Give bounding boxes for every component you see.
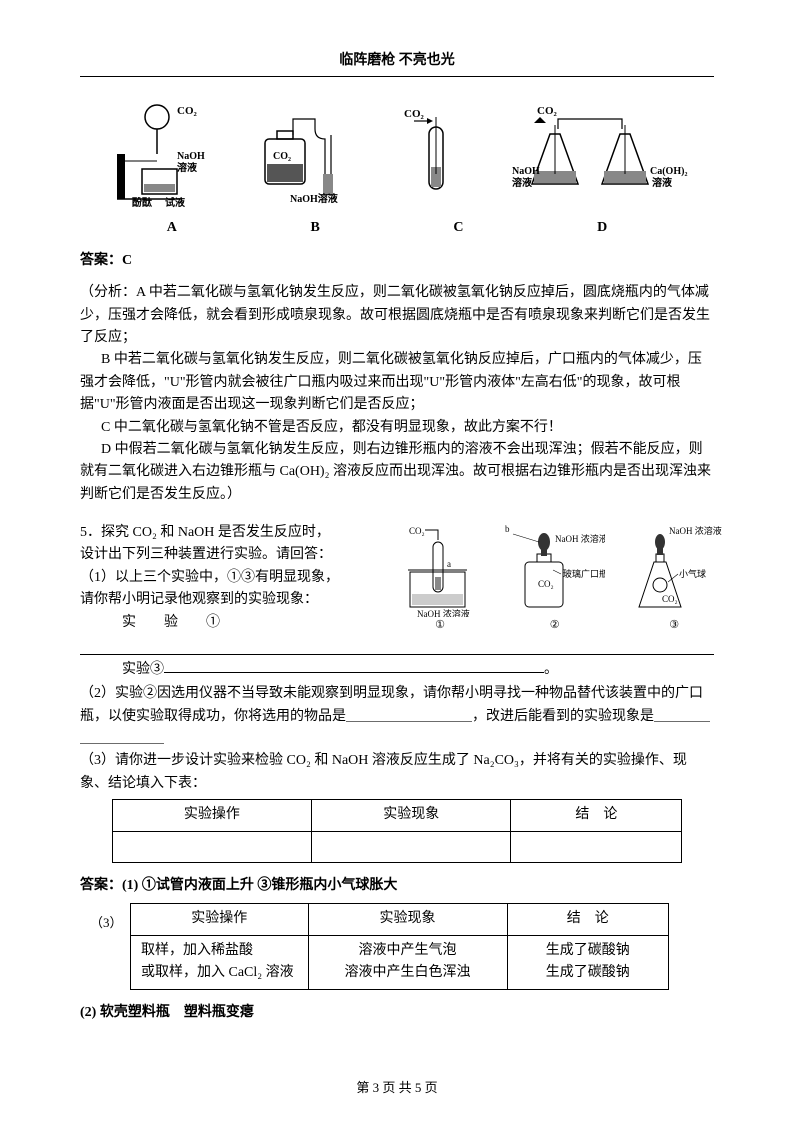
t3h3: 结 论 (507, 904, 668, 935)
exp3-blank[interactable] (164, 659, 544, 673)
svg-text:NaOH 浓溶液: NaOH 浓溶液 (555, 533, 605, 544)
q5-d2-num: ② (505, 617, 605, 635)
q5-diagrams: CO₂ a NaOH 浓溶液 ① CO₂ b NaOH 浓溶液 玻璃广口瓶 ② (385, 522, 734, 635)
svg-text:CO₂: CO₂ (538, 579, 554, 589)
q5-line1: 5．探究 CO₂ 和 NaOH 是否发生反应时， (80, 522, 384, 544)
answer-2: (2) 软壳塑料瓶 塑料瓶变瘪 (80, 1002, 714, 1024)
analysis-p3: C 中二氧化碳与氢氧化钠不管是否反应，都没有明显现象，故此方案不行！ (80, 417, 714, 439)
diagram-b: CO₂ NaOH溶液 (255, 99, 355, 209)
label-c: C (453, 217, 463, 239)
q5-line3: （1）以上三个实验中，①③有明显现象， (80, 567, 384, 589)
q5-p2: （2）实验②因选用仪器不当导致未能观察到明显现象，请你帮小明寻找一种物品替代该装… (80, 683, 714, 750)
t1h3: 结 论 (511, 800, 682, 831)
diag-a-sol: 溶液 (177, 161, 197, 174)
diag-a-indic: 试液 (165, 196, 185, 209)
svg-text:NaOH 浓溶液: NaOH 浓溶液 (417, 608, 470, 617)
svg-text:NaOH 浓溶液: NaOH 浓溶液 (669, 525, 722, 536)
label-b: B (310, 217, 319, 239)
diagram-c-svg: CO₂ (399, 99, 469, 209)
answer-c: 答案：C (80, 250, 714, 272)
t1h2: 实验现象 (312, 800, 511, 831)
diag-a-naoh: NaOH (177, 151, 205, 162)
q5-d2: CO₂ b NaOH 浓溶液 玻璃广口瓶 ② (505, 522, 605, 635)
svg-text:玻璃广口瓶: 玻璃广口瓶 (563, 568, 605, 579)
diagram-labels: A B C D (80, 217, 714, 239)
svg-text:a: a (447, 559, 451, 569)
t3h2: 实验现象 (308, 904, 507, 935)
diag-b-naoh: NaOH溶液 (290, 192, 338, 205)
top-diagram-row: CO₂ NaOH 溶液 酚酞 试液 CO₂ NaOH溶液 CO₂ (80, 89, 714, 209)
t1h1: 实验操作 (112, 800, 311, 831)
diagram-d-svg: CO₂ NaOH 溶液 Ca(OH)₂ 溶液 (512, 99, 692, 209)
q5-d3: CO₂ NaOH 浓溶液 小气球 ③ (624, 522, 724, 635)
svg-text:CO₂: CO₂ (662, 594, 678, 604)
diag-c-co2: CO₂ (404, 108, 425, 120)
q5-explabel: 实验① (80, 612, 384, 634)
q5-text: 5．探究 CO₂ 和 NaOH 是否发生反应时， 设计出下列三种装置进行实验。请… (80, 522, 384, 634)
diag-d-sol2: 溶液 (652, 176, 672, 189)
svg-text:小气球: 小气球 (679, 568, 706, 579)
diagram-a-svg: CO₂ NaOH 溶液 酚酞 试液 (102, 99, 212, 209)
page-footer: 第 3 页 共 5 页 (0, 1078, 794, 1099)
q5-d1-num: ① (395, 617, 485, 635)
diag-d-caoh2: Ca(OH)₂ (650, 166, 687, 177)
q5-line2: 设计出下列三种装置进行实验。请回答： (80, 544, 384, 566)
q5-block: 5．探究 CO₂ 和 NaOH 是否发生反应时， 设计出下列三种装置进行实验。请… (80, 522, 714, 634)
svg-text:b: b (505, 524, 510, 534)
table3-wrap: （3） 实验操作 实验现象 结 论 取样，加入稀盐酸 或取样，加入 CaCl₂ … (80, 903, 714, 989)
q5-line4: 请你帮小明记录他观察到的实验现象： (80, 589, 384, 611)
svg-text:CO₂: CO₂ (409, 526, 425, 536)
q5-d3-num: ③ (624, 617, 724, 635)
label-d: D (597, 217, 607, 239)
diagram-d: CO₂ NaOH 溶液 Ca(OH)₂ 溶液 (512, 99, 692, 209)
exp3-label: 实验③。 (122, 659, 714, 681)
diagram-a: CO₂ NaOH 溶液 酚酞 试液 (102, 99, 212, 209)
diag-a-phenol: 酚酞 (132, 196, 153, 209)
page-header: 临阵磨枪 不亮也光 (80, 50, 714, 77)
t3h1: 实验操作 (131, 904, 309, 935)
diag-d-naoh: NaOH (512, 166, 540, 177)
diagram-b-svg: CO₂ NaOH溶液 (255, 99, 355, 209)
diag-a-co2: CO₂ (177, 105, 198, 117)
q5-p3: （3）请你进一步设计实验来检验 CO₂ 和 NaOH 溶液反应生成了 Na₂CO… (80, 750, 714, 795)
answer-1: 答案：(1) ①试管内液面上升 ③锥形瓶内小气球胀大 (80, 875, 714, 897)
table3: 实验操作 实验现象 结 论 取样，加入稀盐酸 或取样，加入 CaCl₂ 溶液 溶… (130, 903, 669, 989)
diagram-c: CO₂ (399, 99, 469, 209)
analysis-block: （分析：A 中若二氧化碳与氢氧化钠发生反应，则二氧化碳被氢氧化钠反应掉后，圆底烧… (80, 282, 714, 506)
blank-line-1[interactable] (80, 638, 714, 655)
table3-label: （3） (90, 913, 123, 934)
analysis-p1: （分析：A 中若二氧化碳与氢氧化钠发生反应，则二氧化碳被氢氧化钠反应掉后，圆底烧… (80, 282, 714, 349)
diag-d-sol: 溶液 (512, 176, 532, 189)
diag-b-co2: CO₂ (273, 151, 291, 162)
analysis-p4: D 中假若二氧化碳与氢氧化钠发生反应，则右边锥形瓶内的溶液不会出现浑浊；假若不能… (80, 439, 714, 506)
t3r1c1: 取样，加入稀盐酸 或取样，加入 CaCl₂ 溶液 (131, 935, 309, 989)
diag-d-co2: CO₂ (537, 105, 558, 117)
q5-d1: CO₂ a NaOH 浓溶液 ① (395, 522, 485, 635)
t3r1c2: 溶液中产生气泡 溶液中产生白色浑浊 (308, 935, 507, 989)
label-a: A (167, 217, 177, 239)
table-empty: 实验操作 实验现象 结 论 (112, 799, 683, 863)
t3r1c3: 生成了碳酸钠 生成了碳酸钠 (507, 935, 668, 989)
analysis-p2: B 中若二氧化碳与氢氧化钠发生反应，则二氧化碳被氢氧化钠反应掉后，广口瓶内的气体… (80, 349, 714, 416)
